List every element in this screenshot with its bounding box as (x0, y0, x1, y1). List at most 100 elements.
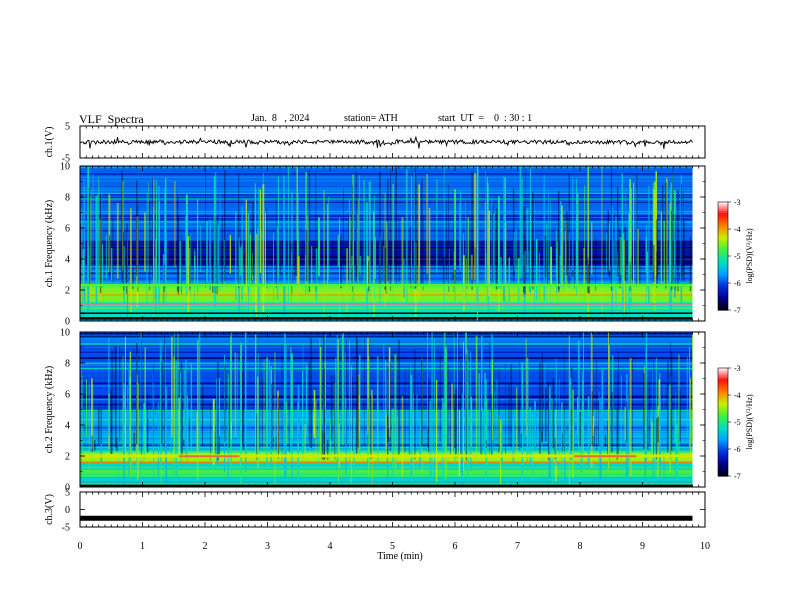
time-xtick-label: 9 (640, 541, 645, 552)
ch1-spectrogram-gap (466, 199, 468, 289)
ch1-spectrogram-sferic (413, 172, 415, 290)
ch1-spectrogram-gap (176, 196, 179, 292)
ch1-spectrogram-colorbar-cell (718, 265, 728, 268)
ch1-spectrogram-sferic (466, 258, 467, 294)
ch1-spectrogram-sferic (666, 178, 668, 287)
ch1-spectrogram-sferic (672, 174, 673, 301)
ch2-spectrogram-sferic (433, 338, 435, 480)
ch1-spectrogram-stripe (80, 196, 693, 199)
ch3-waveform-ytick-label: -5 (62, 523, 70, 534)
ch2-spectrogram-gap (593, 427, 595, 445)
ch2-spectrogram-colorbar-cell (718, 461, 728, 464)
ch2-spectrogram-colorbar-cell (718, 395, 728, 398)
ch2-spectrogram-colorbar-cell (718, 375, 728, 378)
ch2-spectrogram-sferic (359, 354, 361, 455)
ch1-spectrogram-gap (656, 219, 658, 278)
ch2-spectrogram-sferic (657, 405, 659, 478)
ch2-spectrogram-colorbar-cell (718, 449, 728, 452)
ch1-spectrogram-gap (571, 270, 574, 277)
ch2-spectrogram-gap (273, 438, 275, 443)
ch1-spectrogram-gap (395, 166, 397, 275)
ch2-spectrogram-gap (455, 389, 457, 459)
ch2-spectrogram-sferic (427, 332, 429, 437)
time-xtick-label: 7 (515, 541, 520, 552)
ch2-spectrogram-sferic (344, 352, 346, 435)
ch1-spectrogram-colorbar-cell (718, 247, 728, 250)
ch1-spectrogram-sferic (254, 189, 257, 276)
ch1-spectrogram-stripe (80, 259, 693, 261)
ch2-spectrogram-colorbar-cell (718, 465, 728, 468)
ch1-spectrogram-gap (683, 219, 685, 281)
ch2-spectrogram-gap (655, 418, 658, 460)
ch1-spectrogram-gap (595, 238, 597, 291)
ch1-spectrogram-sferic (663, 220, 665, 292)
ch2-spectrogram-sferic (663, 383, 665, 479)
ch2-spectrogram-sferic (386, 379, 389, 471)
ch2-spectrogram-gap (539, 363, 541, 454)
ch1-spectrogram-colorbar-cell (718, 261, 728, 264)
ch1-spectrogram-sferic (105, 234, 108, 279)
ch1-spectrogram-gap (355, 260, 358, 278)
ch1-spectrogram-colorbar-cell (718, 216, 728, 219)
ch2-spectrogram-colorbar-cell (718, 400, 728, 403)
ch2-spectrogram-colorbar-cell (718, 407, 728, 410)
ch1-spectrogram-sferic (339, 217, 340, 317)
ch1-spectrogram-sferic (352, 174, 355, 304)
ch1-spectrogram-gap (557, 191, 560, 290)
ch2-spectrogram-stripe (80, 340, 693, 342)
ch2-spectrogram-sferic (498, 415, 500, 446)
ch2-spectrogram-stripe (80, 370, 693, 372)
ch1-spectrogram-stripe (80, 277, 693, 280)
ch2-spectrogram-sferic (143, 403, 145, 460)
ch1-spectrogram-ytick-label: 6 (65, 224, 70, 235)
ch2-spectrogram-sferic (481, 335, 483, 455)
ch2-spectrogram-gap (214, 431, 216, 457)
ch1-spectrogram-colorbar-cell (718, 301, 728, 304)
ch2-spectrogram-gap (626, 402, 628, 443)
ch2-spectrogram-colorbar-label: log(PSD)(V²/Hz) (745, 394, 754, 450)
ch2-spectrogram-stripe (80, 343, 693, 346)
ch1-spectrogram-sferic (625, 188, 627, 318)
ch2-spectrogram-ytick-label: 2 (65, 452, 70, 463)
ch1-spectrogram-sferic (652, 183, 654, 272)
ch1-spectrogram-gap (294, 261, 296, 277)
ch2-spectrogram-sferic (319, 346, 322, 456)
ch2-spectrogram-sferic (91, 378, 93, 450)
ch1-spectrogram-sferic (459, 202, 461, 269)
ch2-spectrogram-gap (180, 362, 183, 453)
ch2-spectrogram-colorbar-cell (718, 396, 728, 400)
ch2-spectrogram-stripe (80, 357, 693, 358)
ch2-spectrogram-colorbar-cell (718, 409, 728, 412)
ch2-spectrogram-sferic (689, 419, 692, 434)
ch2-spectrogram-gap (388, 428, 390, 442)
ch1-spectrogram-gap (224, 170, 226, 282)
ch1-spectrogram-stripe (80, 176, 693, 178)
ch1-spectrogram-stripe (80, 307, 693, 309)
ch1-spectrogram-ylabel: ch.1 Frequency (kHz) (44, 200, 55, 287)
ch2-spectrogram-colorbar-cell (718, 443, 728, 446)
ch2-spectrogram-colorbar-cell (718, 459, 728, 463)
ch1-spectrogram-gap (568, 173, 570, 287)
ch1-spectrogram-gap (607, 210, 609, 276)
ch1-spectrogram-stripe (80, 210, 693, 213)
ch2-spectrogram-sferic (291, 416, 293, 481)
ch1-spectrogram-colorbar-cell (718, 293, 728, 297)
ch1-spectrogram-gap (367, 260, 370, 292)
ch2-spectrogram-gap (277, 396, 280, 459)
ch1-spectrogram-sferic (264, 213, 267, 292)
ch1-spectrogram-sferic (158, 201, 160, 321)
ch1-spectrogram-colorbar-label: log(PSD)(V²/Hz) (745, 228, 754, 284)
ch1-spectrogram-sferic (291, 191, 293, 270)
ch2-spectrogram-sferic (458, 410, 461, 477)
ch2-spectrogram-sferic (175, 389, 177, 433)
time-xtick-label: 0 (78, 541, 83, 552)
ch2-spectrogram-sferic (442, 403, 445, 451)
ch2-spectrogram-sferic (429, 401, 432, 480)
ch1-spectrogram-sferic (327, 203, 329, 300)
ch2-spectrogram-sferic (305, 365, 308, 437)
ch2-spectrogram-stripe (80, 336, 693, 338)
ch2-spectrogram-sferic (234, 352, 237, 437)
ch2-spectrogram-stripe (80, 481, 693, 483)
ch2-spectrogram-gap (135, 343, 138, 445)
ch1-spectrogram-sferic (550, 198, 551, 307)
